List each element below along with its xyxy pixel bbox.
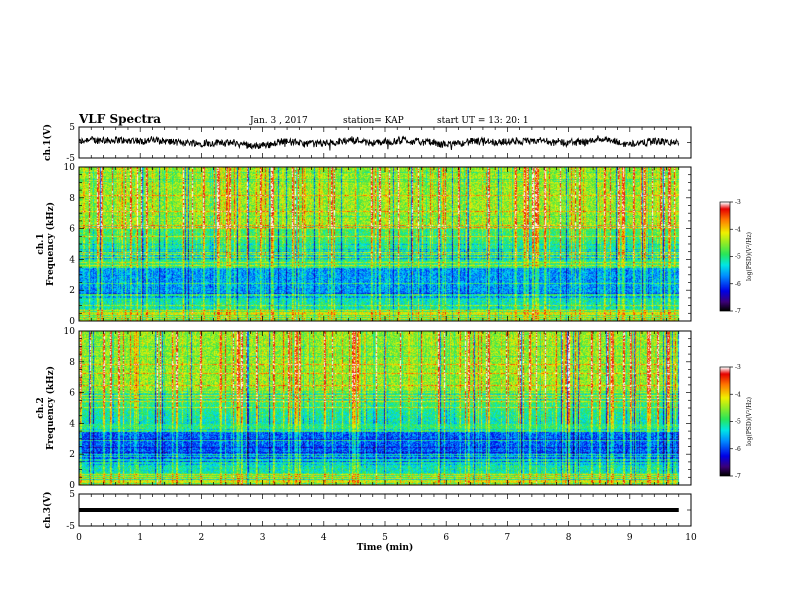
y-tick-label: 0 <box>69 317 75 327</box>
ch2-spectrogram-image <box>79 331 691 485</box>
x-tick-label: 1 <box>137 533 143 543</box>
x-tick-label: 4 <box>321 533 327 543</box>
ch2-colorbar-image <box>720 367 730 476</box>
y-axis-label-2: ch.1 <box>36 233 46 254</box>
y-tick-label: -5 <box>66 522 75 532</box>
y-tick-label: 0 <box>69 481 75 491</box>
colorbar-tick-label: -3 <box>735 199 741 206</box>
y-tick-label: 5 <box>69 123 75 133</box>
x-tick-label: 9 <box>627 533 633 543</box>
colorbar-tick-label: -3 <box>735 364 741 371</box>
x-axis-label: Time (min) <box>357 542 414 553</box>
y-tick-label: -5 <box>66 154 75 164</box>
start-time-label: start UT = 13: 20: 1 <box>437 116 529 126</box>
ch1-spectrogram-image <box>79 167 691 321</box>
y-tick-label: 4 <box>69 255 75 265</box>
y-tick-label: 10 <box>64 163 76 173</box>
y-tick-label: 8 <box>69 358 75 368</box>
y-tick-label: 6 <box>69 225 75 235</box>
station-label: station= KAP <box>343 116 404 126</box>
y-tick-label: 2 <box>69 286 75 296</box>
x-tick-label: 6 <box>443 533 449 543</box>
colorbar-label-1: log(PSD)(V²/Hz) <box>746 232 753 281</box>
y-axis-label-3: Frequency (kHz) <box>45 366 56 450</box>
colorbar-tick-label: -7 <box>735 308 741 315</box>
colorbar-tick-label: -6 <box>735 281 741 288</box>
x-tick-label: 0 <box>76 533 82 543</box>
colorbar-tick-label: -7 <box>735 473 741 480</box>
x-tick-label: 7 <box>505 533 511 543</box>
ch1-colorbar-image <box>720 202 730 311</box>
y-tick-label: 5 <box>69 490 75 500</box>
x-tick-label: 2 <box>199 533 205 543</box>
y-tick-label: 2 <box>69 450 75 460</box>
colorbar-tick-label: -4 <box>735 226 741 233</box>
y-axis-label-3: ch.2 <box>36 397 46 418</box>
ch1-voltage-trace <box>78 135 680 151</box>
y-axis-label-4: ch.3(V) <box>42 492 53 529</box>
y-tick-label: 8 <box>69 194 75 204</box>
x-tick-label: 3 <box>260 533 266 543</box>
colorbar-tick-label: -4 <box>735 391 741 398</box>
date-label: Jan. 3 , 2017 <box>249 116 308 126</box>
x-tick-label: 10 <box>685 533 697 543</box>
y-tick-label: 10 <box>64 327 76 337</box>
x-tick-label: 5 <box>382 533 388 543</box>
y-tick-label: 4 <box>69 419 75 429</box>
figure-title: VLF Spectra <box>78 112 161 126</box>
y-tick-label: 6 <box>69 389 75 399</box>
y-axis-label-2: Frequency (kHz) <box>45 202 56 286</box>
colorbar-label-2: log(PSD)(V²/Hz) <box>746 397 753 446</box>
y-axis-label-1: ch.1(V) <box>42 124 53 161</box>
colorbar-tick-label: -6 <box>735 446 741 453</box>
x-tick-label: 8 <box>566 533 572 543</box>
colorbar-tick-label: -5 <box>735 254 741 261</box>
colorbar-tick-label: -5 <box>735 419 741 426</box>
